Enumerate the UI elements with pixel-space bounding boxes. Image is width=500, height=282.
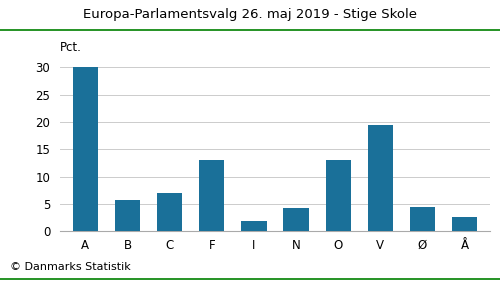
Bar [284,208,308,231]
Text: Europa-Parlamentsvalg 26. maj 2019 - Stige Skole: Europa-Parlamentsvalg 26. maj 2019 - Sti… [83,8,417,21]
Bar [72,67,98,231]
Bar [326,160,351,231]
Bar [157,193,182,231]
Bar [242,221,266,231]
Text: Pct.: Pct. [60,41,82,54]
Bar [368,125,393,231]
Bar [410,207,435,231]
Bar [115,200,140,231]
Bar [452,217,477,231]
Bar [199,160,224,231]
Text: © Danmarks Statistik: © Danmarks Statistik [10,262,131,272]
